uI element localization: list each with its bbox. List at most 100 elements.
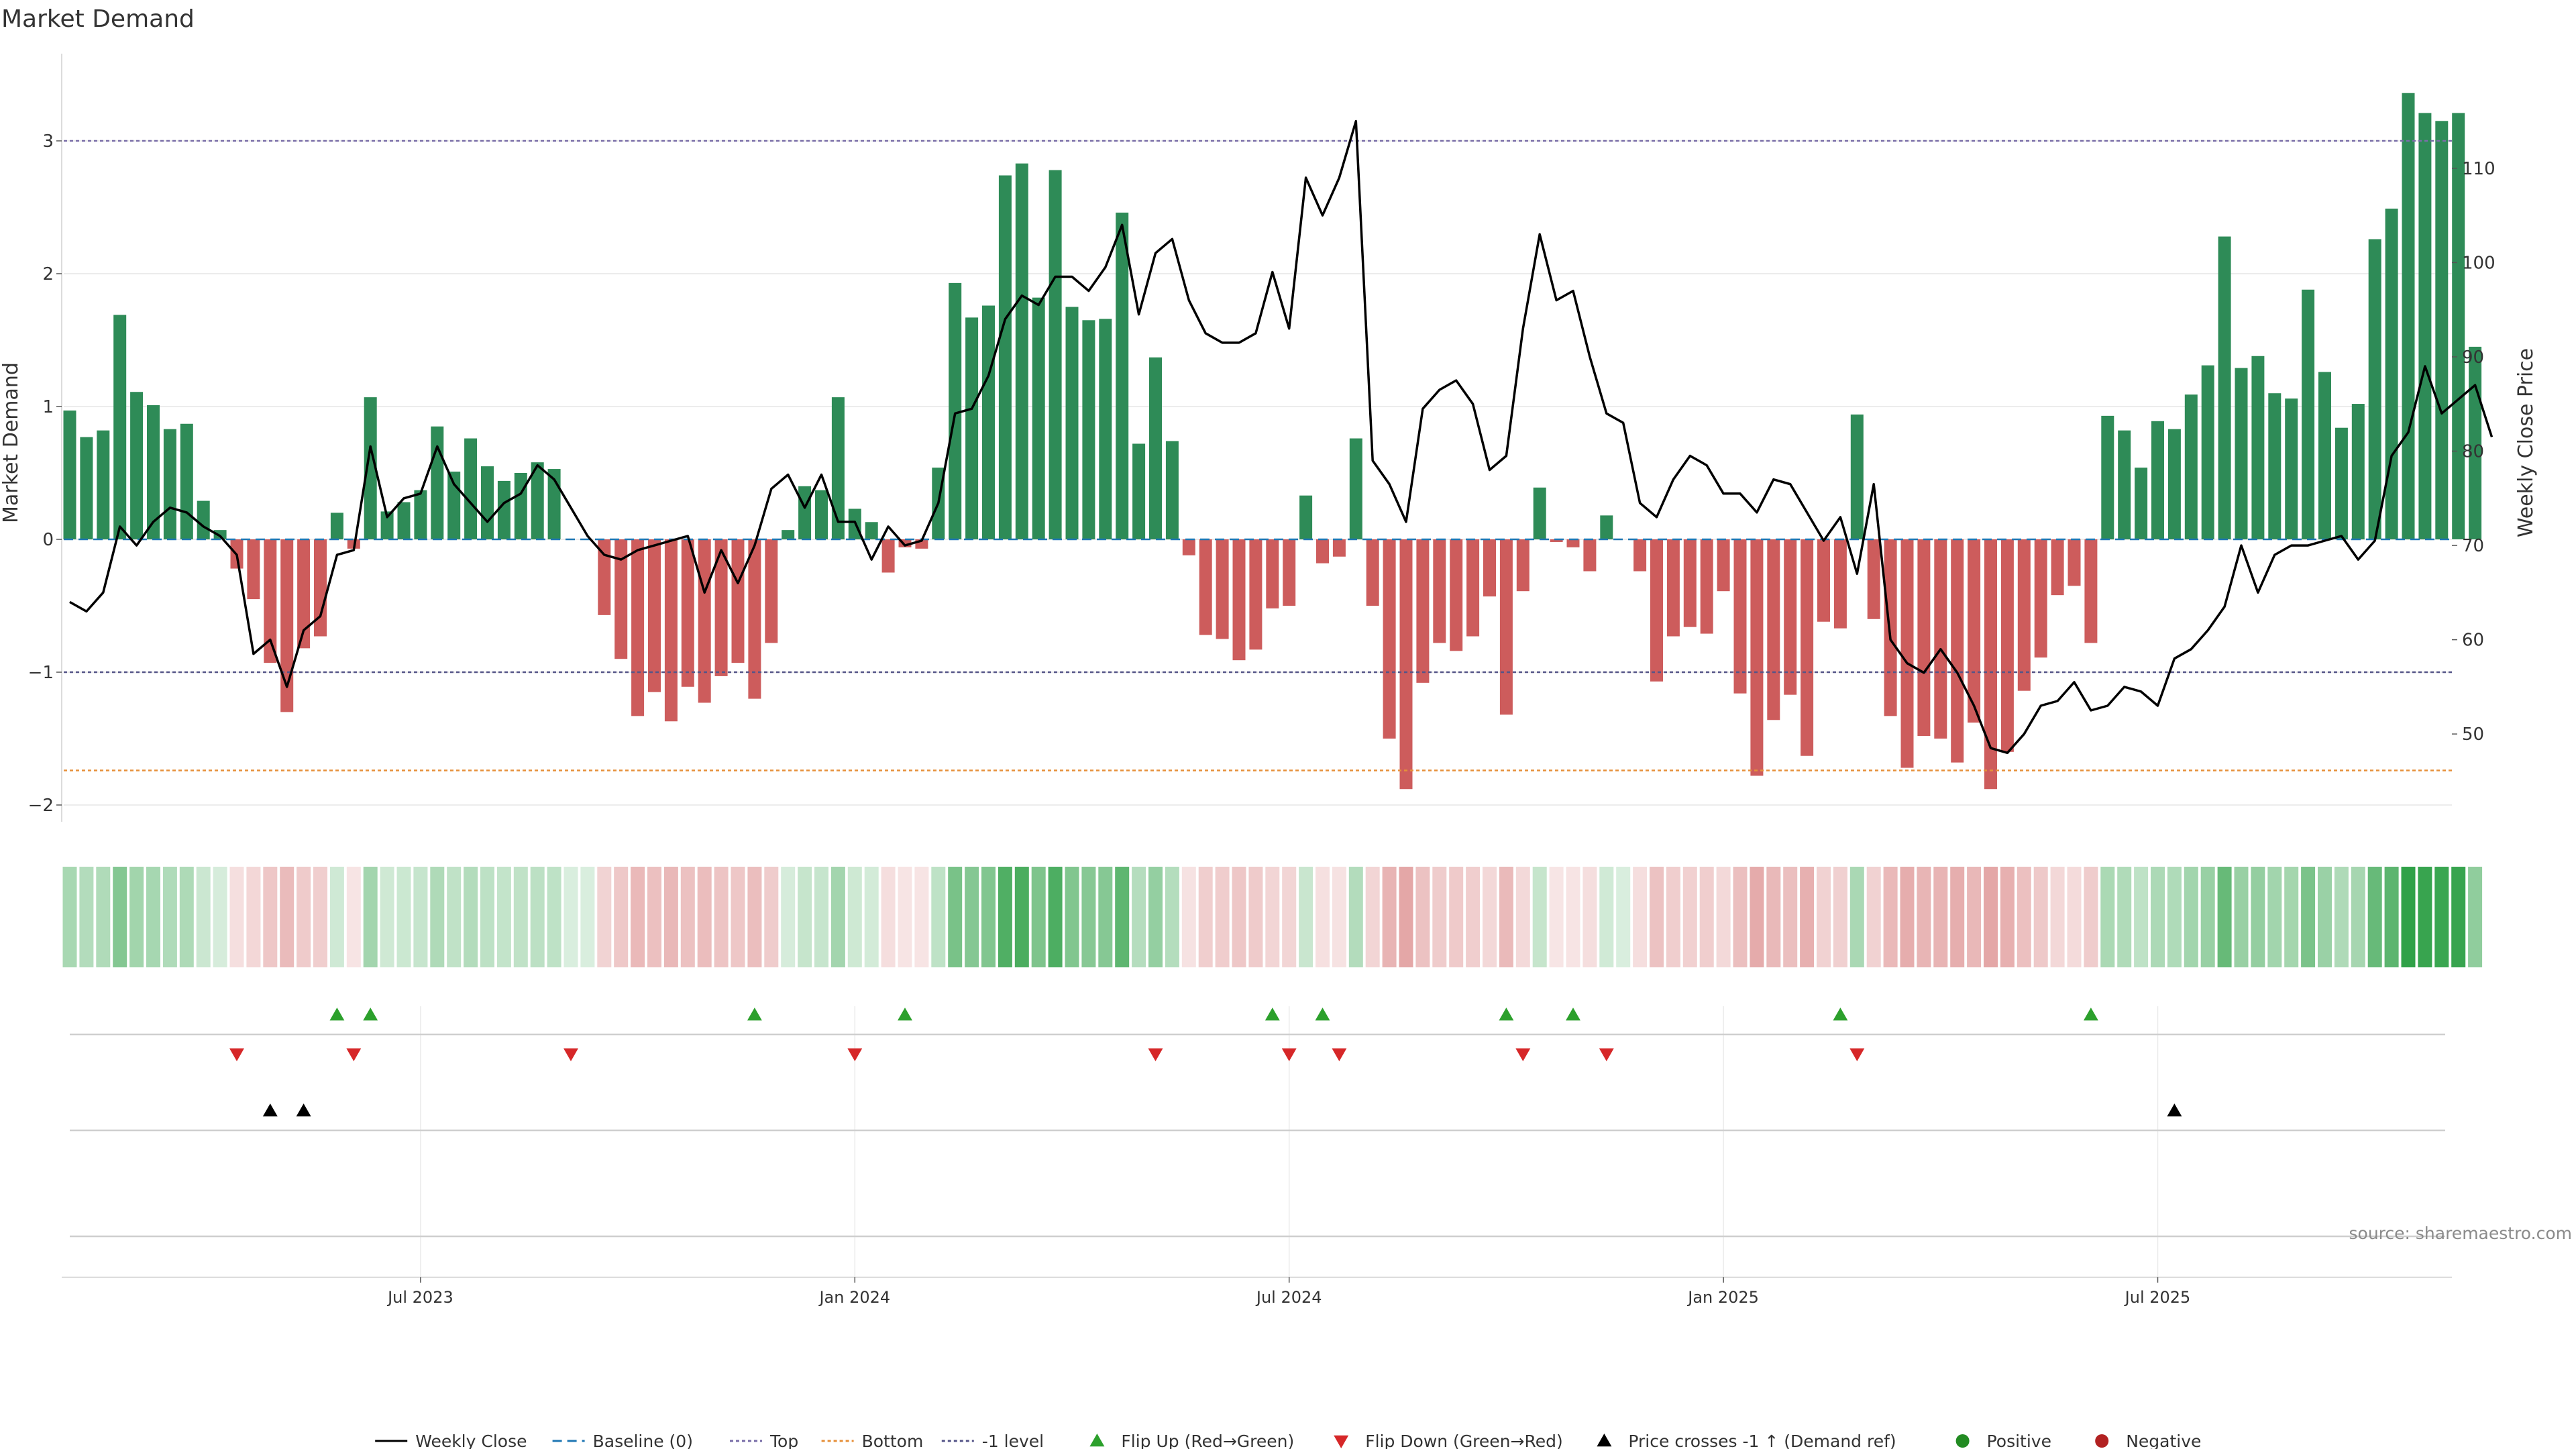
strip-cell bbox=[1316, 867, 1330, 967]
strip-cell bbox=[1365, 867, 1380, 967]
legend-swatch bbox=[1955, 1434, 1970, 1448]
demand-bar bbox=[431, 426, 444, 539]
demand-bar bbox=[998, 175, 1012, 540]
flip-up-marker bbox=[1566, 1008, 1580, 1021]
strip-cell bbox=[313, 867, 327, 967]
strip-cell bbox=[1984, 867, 1998, 967]
flip-up-marker bbox=[363, 1008, 378, 1021]
demand-bar bbox=[2251, 356, 2265, 539]
legend-label: Negative bbox=[2126, 1432, 2201, 1449]
demand-bar bbox=[1850, 414, 1864, 539]
demand-bar bbox=[2101, 415, 2114, 539]
strip-cell bbox=[1215, 867, 1230, 967]
demand-bar bbox=[1132, 443, 1146, 539]
flip-down-marker bbox=[564, 1048, 578, 1061]
strip-cell bbox=[2384, 867, 2399, 967]
price-line-layer bbox=[69, 119, 2493, 755]
strip-cell bbox=[2301, 867, 2316, 967]
strip-cell bbox=[2234, 867, 2249, 967]
demand-bar bbox=[2184, 394, 2198, 539]
demand-bar bbox=[1867, 539, 1880, 619]
demand-bar bbox=[2351, 404, 2365, 539]
strip-cell bbox=[2200, 867, 2215, 967]
strip-cell bbox=[447, 867, 462, 967]
y2-tick-label: 50 bbox=[2462, 724, 2484, 745]
strip-cell bbox=[1382, 867, 1397, 967]
strip-cell bbox=[564, 867, 578, 967]
y2-tick-label: 80 bbox=[2462, 442, 2484, 462]
y-tick-label: 1 bbox=[42, 397, 54, 417]
demand-bar bbox=[1366, 539, 1379, 606]
demand-bar bbox=[1733, 539, 1747, 694]
strip-cell bbox=[1415, 867, 1430, 967]
strip-cell bbox=[864, 867, 879, 967]
legend-item: Weekly Close bbox=[375, 1432, 527, 1449]
strip-cell bbox=[731, 867, 745, 967]
demand-bar bbox=[2368, 239, 2381, 539]
demand-bar bbox=[731, 539, 745, 663]
legend-label: Flip Up (Red→Green) bbox=[1121, 1432, 1294, 1449]
demand-bar bbox=[1801, 539, 1814, 756]
strip-cell bbox=[1031, 867, 1046, 967]
strip-cell bbox=[430, 867, 445, 967]
strip-cell bbox=[179, 867, 194, 967]
y-tick-label: −2 bbox=[28, 796, 54, 816]
strip-cell bbox=[2434, 867, 2449, 967]
demand-bar bbox=[1817, 539, 1830, 622]
strip-cell bbox=[1950, 867, 1965, 967]
strip-cell bbox=[2000, 867, 2015, 967]
demand-bar bbox=[297, 539, 311, 649]
demand-bar bbox=[1683, 539, 1697, 627]
flip-up-marker bbox=[1315, 1008, 1330, 1021]
demand-bar bbox=[1433, 539, 1446, 643]
strip-cell bbox=[1248, 867, 1263, 967]
y2-axis-label: Weekly Close Price bbox=[2514, 348, 2538, 537]
strip-cell bbox=[263, 867, 278, 967]
strip-cell bbox=[547, 867, 561, 967]
strip-cell bbox=[530, 867, 545, 967]
strip-cell bbox=[1098, 867, 1113, 967]
price-cross-marker bbox=[296, 1104, 311, 1117]
strip-cell bbox=[1399, 867, 1413, 967]
flip-down-marker bbox=[1515, 1048, 1531, 1061]
demand-bar bbox=[1266, 539, 1279, 608]
demand-bar bbox=[2167, 429, 2181, 539]
strip-cell bbox=[396, 867, 411, 967]
legend-swatch bbox=[2095, 1434, 2109, 1448]
strip-cell bbox=[631, 867, 645, 967]
demand-bar bbox=[197, 500, 210, 539]
flip-up-marker bbox=[1499, 1008, 1514, 1021]
demand-bar bbox=[881, 539, 895, 573]
flip-up-marker bbox=[329, 1008, 345, 1021]
y-tick-label: 2 bbox=[42, 264, 54, 284]
strip-cell bbox=[798, 867, 812, 967]
demand-bar bbox=[1833, 539, 1847, 629]
strip-cell bbox=[1549, 867, 1564, 967]
legend-swatch bbox=[1597, 1434, 1612, 1447]
strip-cell bbox=[1232, 867, 1246, 967]
demand-bar bbox=[531, 462, 544, 539]
axes: −2 −1 0 1 2 3 50 60 70 80 90 100 110 Jul 2023 Jan 2024… bbox=[28, 54, 2496, 1307]
demand-bar bbox=[2334, 427, 2348, 539]
legend-label: Weekly Close bbox=[415, 1432, 527, 1449]
strip-cell bbox=[1750, 867, 1764, 967]
strip-cell bbox=[580, 867, 595, 967]
demand-bar bbox=[464, 438, 478, 539]
demand-bar bbox=[180, 423, 193, 539]
demand-bar bbox=[2118, 430, 2131, 539]
strip-cell bbox=[1682, 867, 1697, 967]
strip-cell bbox=[2251, 867, 2265, 967]
strip-cell bbox=[948, 867, 963, 967]
y-axis-label: Market Demand bbox=[0, 362, 23, 523]
demand-bar bbox=[1917, 539, 1931, 737]
strip-cell bbox=[513, 867, 528, 967]
flip-down-marker bbox=[847, 1048, 863, 1061]
demand-bar bbox=[1216, 539, 1229, 639]
demand-bar bbox=[414, 490, 427, 539]
strip-cell bbox=[2033, 867, 2048, 967]
strip-cell bbox=[380, 867, 394, 967]
strip-cell bbox=[1582, 867, 1597, 967]
strip-cell bbox=[346, 867, 361, 967]
demand-bar bbox=[330, 513, 343, 539]
demand-bar bbox=[2402, 93, 2415, 540]
